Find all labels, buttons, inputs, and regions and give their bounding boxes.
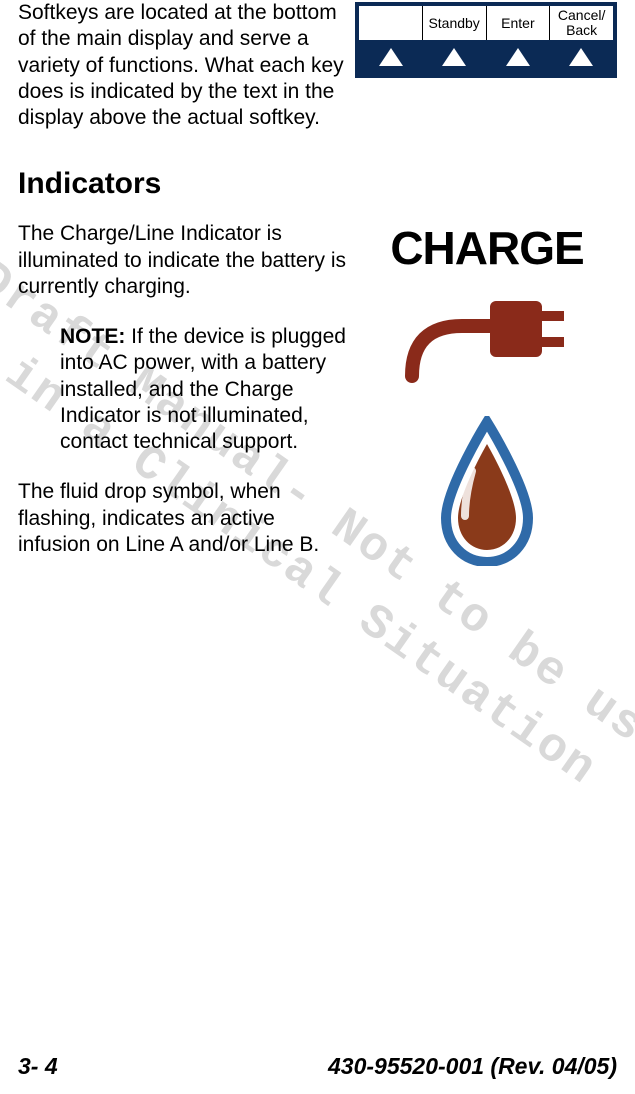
note-label: NOTE:: [60, 325, 125, 348]
softkey-label-2: Standby: [423, 6, 487, 40]
softkey-arrow-3[interactable]: [486, 40, 550, 74]
softkey-arrow-4[interactable]: [550, 40, 614, 74]
softkey-label-4: Cancel/ Back: [550, 6, 613, 40]
softkey-panel: Standby Enter Cancel/ Back: [355, 2, 617, 78]
softkeys-paragraph: Softkeys are located at the bottom of th…: [18, 0, 355, 131]
page-number: 3- 4: [18, 1053, 58, 1080]
softkey-arrow-1[interactable]: [359, 40, 423, 74]
drop-icon: [432, 416, 542, 571]
softkey-label-3: Enter: [487, 6, 551, 40]
page-footer: 3- 4 430-95520-001 (Rev. 04/05): [18, 1053, 617, 1080]
plug-icon: [402, 281, 572, 406]
softkey-label-1: [359, 6, 423, 40]
note-block: NOTE: If the device is plugged into AC p…: [60, 324, 347, 455]
softkey-arrow-2[interactable]: [423, 40, 487, 74]
charge-paragraph: The Charge/Line Indicator is illuminated…: [18, 221, 347, 300]
doc-reference: 430-95520-001 (Rev. 04/05): [328, 1053, 617, 1080]
softkey-label-row: Standby Enter Cancel/ Back: [359, 6, 613, 40]
drop-paragraph: The fluid drop symbol, when flashing, in…: [18, 479, 347, 558]
indicators-heading: Indicators: [18, 167, 617, 201]
charge-label: CHARGE: [390, 221, 583, 275]
softkey-arrow-row: [359, 40, 613, 74]
